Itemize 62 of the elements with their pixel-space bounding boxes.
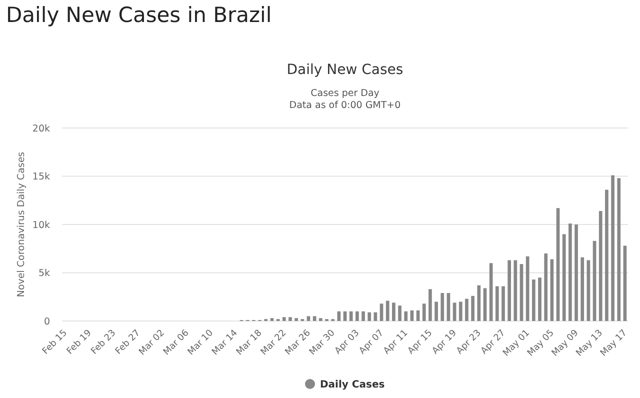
bar bbox=[538, 278, 542, 321]
bar bbox=[404, 311, 408, 321]
bar bbox=[386, 300, 390, 321]
bar bbox=[598, 210, 602, 321]
bar bbox=[422, 304, 426, 321]
bar bbox=[446, 293, 450, 321]
chart-subtitle: Daily New Cases bbox=[286, 62, 404, 78]
bar bbox=[580, 257, 584, 321]
bar bbox=[495, 286, 499, 321]
bar bbox=[288, 317, 292, 321]
y-axis-title: Novel Coronavirus Daily Cases bbox=[16, 152, 27, 298]
bar bbox=[452, 302, 456, 321]
bar bbox=[440, 293, 444, 321]
bar bbox=[349, 311, 353, 321]
bar bbox=[568, 224, 572, 321]
bar bbox=[526, 256, 530, 321]
bar bbox=[514, 260, 518, 321]
bar bbox=[380, 304, 384, 321]
bar bbox=[623, 246, 627, 321]
bar bbox=[586, 260, 590, 321]
bar bbox=[550, 259, 554, 321]
bar bbox=[312, 316, 316, 321]
bar bbox=[611, 175, 614, 321]
bar bbox=[398, 306, 402, 321]
bar bbox=[471, 296, 474, 321]
chart-title: Daily New Cases in Brazil bbox=[6, 3, 272, 27]
bar bbox=[532, 280, 536, 321]
bar bbox=[318, 318, 322, 321]
bar bbox=[574, 224, 578, 321]
y-tick-label: 5k bbox=[38, 268, 50, 280]
y-tick-label: 15k bbox=[32, 172, 50, 183]
y-tick-label: 0 bbox=[44, 316, 50, 328]
bar bbox=[434, 302, 438, 321]
bar bbox=[489, 263, 493, 321]
bar bbox=[556, 208, 560, 321]
bar bbox=[562, 234, 566, 321]
bar bbox=[544, 253, 548, 321]
bar bbox=[483, 288, 487, 321]
bar bbox=[605, 190, 608, 321]
bar bbox=[617, 178, 621, 321]
bar bbox=[428, 289, 432, 321]
bar bbox=[362, 311, 365, 321]
bar bbox=[477, 285, 481, 321]
legend-label: Daily Cases bbox=[320, 380, 385, 390]
bar bbox=[270, 318, 274, 321]
text: Cases per Day bbox=[310, 88, 380, 99]
bar bbox=[465, 298, 468, 321]
bar bbox=[592, 240, 596, 321]
bar bbox=[306, 316, 310, 321]
bar bbox=[392, 302, 396, 321]
bar bbox=[337, 311, 341, 321]
bar bbox=[356, 311, 359, 321]
bar bbox=[508, 260, 511, 321]
bar bbox=[520, 264, 524, 321]
y-tick-label: 20k bbox=[32, 123, 50, 134]
text: Data as of 0:00 GMT+0 bbox=[289, 100, 401, 111]
bar bbox=[502, 286, 505, 321]
y-tick-label: 10k bbox=[32, 220, 50, 231]
bar bbox=[294, 318, 298, 321]
bar bbox=[282, 317, 286, 321]
bar bbox=[368, 312, 372, 321]
bar bbox=[458, 302, 462, 321]
